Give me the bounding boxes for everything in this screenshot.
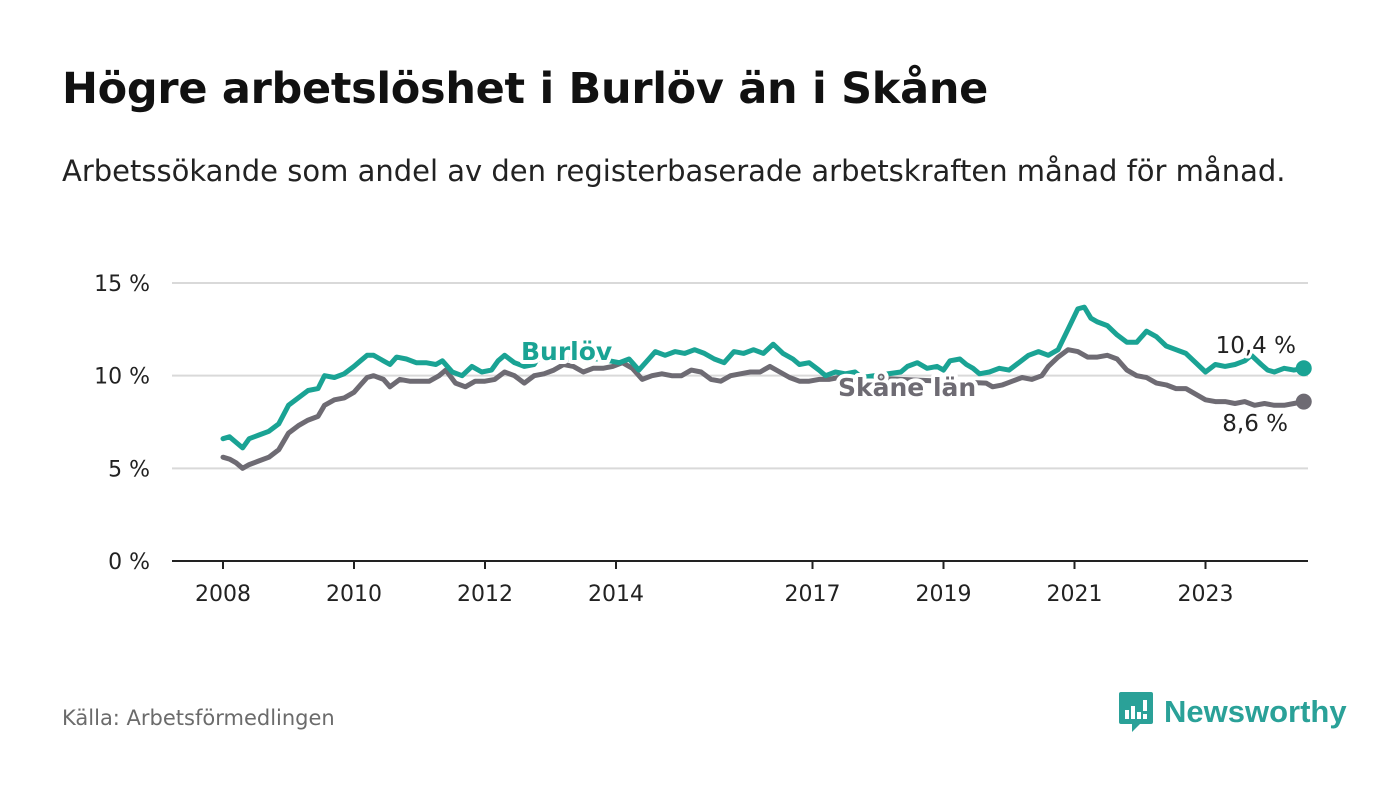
- series-line-burlov: [220, 304, 1307, 451]
- endpoint-marker: [1295, 393, 1312, 410]
- end-value-skane: 8,6 %: [1222, 411, 1288, 437]
- brand-name: Newsworthy: [1164, 694, 1347, 729]
- y-tick-label: 0 %: [108, 550, 150, 575]
- end-value-burlov: 10,4 %: [1216, 333, 1296, 359]
- y-tick-label: 15 %: [94, 272, 150, 297]
- series-lines: [220, 304, 1312, 471]
- y-tick-label: 5 %: [108, 457, 150, 482]
- line-chart: 0 %5 %10 %15 % 2008 2010 2012 2014 2017 2019 2…: [94, 272, 1312, 607]
- x-tick-label: 2023: [1178, 582, 1234, 607]
- x-tick-label: 2010: [326, 582, 382, 607]
- series-label-skane: Skåne län: [838, 373, 976, 402]
- x-tick-label: 2012: [457, 582, 513, 607]
- series-line-skane: [220, 347, 1307, 471]
- brand-logo[interactable]: Newsworthy: [1118, 690, 1347, 734]
- series-label-burlov: Burlöv: [521, 337, 612, 366]
- endpoint-marker: [1295, 360, 1312, 377]
- series-labels: Burlöv Skåne län 10,4 % 8,6 %: [517, 330, 1299, 440]
- x-tick-label: 2021: [1047, 582, 1103, 607]
- newsworthy-logo-icon: [1119, 692, 1153, 732]
- x-tick-label: 2019: [916, 582, 972, 607]
- source-note: Källa: Arbetsförmedlingen: [62, 706, 335, 730]
- chart-subtitle: Arbetssökande som andel av den registerb…: [62, 154, 1286, 188]
- x-axis: 2008 2010 2012 2014 2017 2019 2021 2023: [195, 561, 1234, 607]
- y-axis: 0 % 5 % 10 % 15 %: [94, 272, 150, 575]
- x-tick-label: 2014: [588, 582, 644, 607]
- x-tick-label: 2008: [195, 582, 251, 607]
- x-tick-label: 2017: [785, 582, 841, 607]
- chart-title: Högre arbetslöshet i Burlöv än i Skåne: [62, 64, 988, 114]
- y-tick-label: 10 %: [94, 365, 150, 390]
